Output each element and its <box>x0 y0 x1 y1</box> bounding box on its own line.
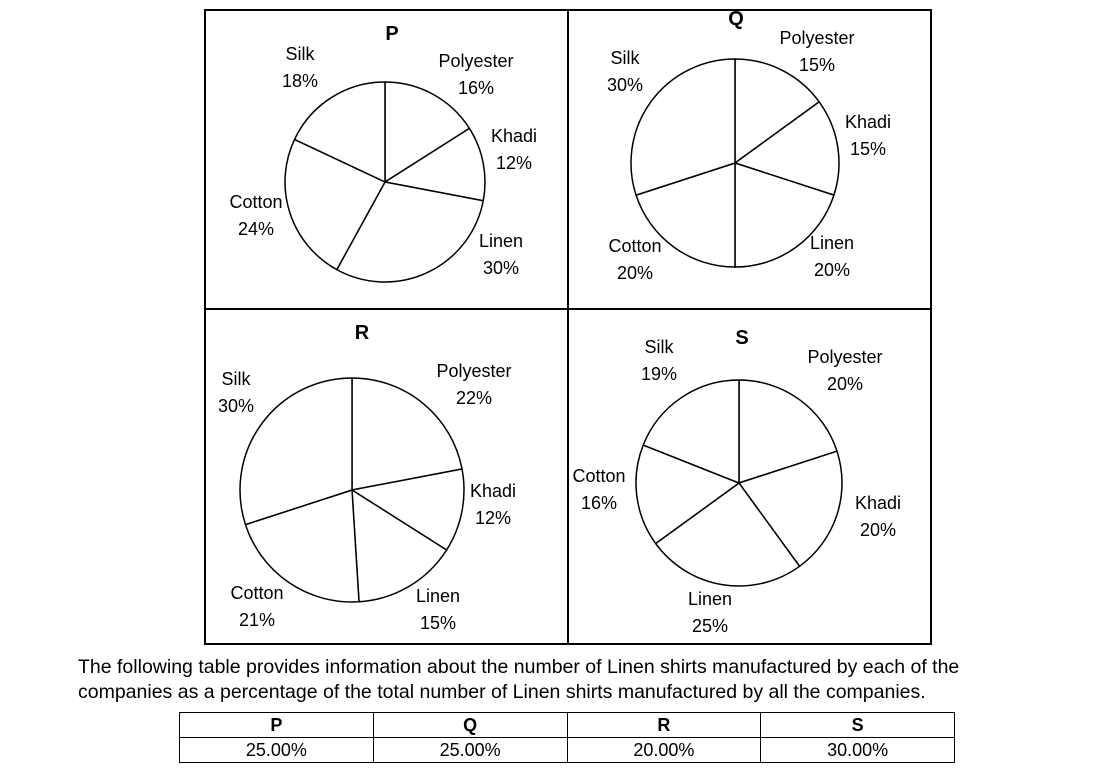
slice-label-linen: Linen <box>416 586 460 606</box>
pie-chart-s: S Polyester 20% Khadi 20% Linen 25% Cotton 16% Si… <box>572 327 901 636</box>
slice-label-cotton: Cotton <box>572 466 625 486</box>
slice-value-silk: 19% <box>641 364 677 384</box>
slice-label-linen: Linen <box>688 589 732 609</box>
pie-slice-linen <box>654 482 801 587</box>
pie-slice-cotton <box>635 444 740 545</box>
pie-charts-figure: P Polyester 16% Khadi 12% Linen 30% Cotton 24% Si… <box>204 8 932 645</box>
pie-slice-polyester <box>738 379 838 484</box>
pie-slice-polyester <box>384 81 471 183</box>
table-header-row: P Q R S <box>179 712 955 738</box>
table-cell-r: 20.00% <box>566 737 762 763</box>
pie-slice-cotton <box>635 162 736 268</box>
pie-chart-r: R Polyester 22% Khadi 12% Linen 15% Cotton 21% Si… <box>218 322 516 633</box>
pie-slice-polyester <box>734 58 820 164</box>
pie-slice-silk <box>239 377 353 526</box>
slice-value-polyester: 20% <box>827 374 863 394</box>
slice-label-silk: Silk <box>644 337 674 357</box>
slice-value-silk: 30% <box>607 75 643 95</box>
pie-slice-linen <box>336 181 484 283</box>
pie-slice-linen <box>734 162 835 268</box>
pie-slice-cotton <box>284 138 386 271</box>
slice-label-linen: Linen <box>479 231 523 251</box>
table-cell-q: 25.00% <box>372 737 568 763</box>
caption-line-2: companies as a percentage of the total n… <box>78 681 926 703</box>
slice-label-linen: Linen <box>810 233 854 253</box>
slice-value-linen: 30% <box>483 258 519 278</box>
slice-label-polyester: Polyester <box>779 28 854 48</box>
slice-value-polyester: 15% <box>799 55 835 75</box>
charts-layer: P Polyester 16% Khadi 12% Linen 30% Cotton 24% Si… <box>218 8 901 636</box>
slice-value-khadi: 12% <box>496 153 532 173</box>
table-header-p: P <box>179 712 374 738</box>
pie-slice-khadi <box>738 450 843 568</box>
pie-slice-khadi <box>384 127 486 202</box>
slice-value-khadi: 20% <box>860 520 896 540</box>
slice-value-linen: 15% <box>420 613 456 633</box>
slice-value-cotton: 21% <box>239 610 275 630</box>
pie-title: P <box>385 23 398 45</box>
slice-value-cotton: 20% <box>617 263 653 283</box>
slice-label-silk: Silk <box>221 369 251 389</box>
pie-chart-q: Q Polyester 15% Khadi 15% Linen 20% Cotton 20% Si… <box>607 8 891 283</box>
linen-share-table: P Q R S 25.00% 25.00% 20.00% 30.00% <box>179 712 955 763</box>
slice-label-cotton: Cotton <box>229 192 282 212</box>
pie-slice-khadi <box>734 101 840 196</box>
slice-label-polyester: Polyester <box>807 347 882 367</box>
slice-label-polyester: Polyester <box>438 51 513 71</box>
pie-title: Q <box>728 8 744 30</box>
slice-label-silk: Silk <box>285 44 315 64</box>
slice-label-khadi: Khadi <box>855 493 901 513</box>
slice-label-khadi: Khadi <box>491 126 537 146</box>
slice-value-cotton: 24% <box>238 219 274 239</box>
pie-slice-cotton <box>244 489 360 603</box>
table-cell-s: 30.00% <box>760 737 955 763</box>
slice-value-cotton: 16% <box>581 493 617 513</box>
slice-value-silk: 30% <box>218 396 254 416</box>
pie-title: S <box>735 327 748 349</box>
slice-value-polyester: 16% <box>458 78 494 98</box>
pie-slice-polyester <box>351 377 463 491</box>
slice-label-cotton: Cotton <box>230 583 283 603</box>
table-header-r: R <box>566 712 762 738</box>
pie-chart-p: P Polyester 16% Khadi 12% Linen 30% Cotton 24% Si… <box>229 23 537 283</box>
slice-value-khadi: 12% <box>475 508 511 528</box>
slice-value-silk: 18% <box>282 71 318 91</box>
slice-label-cotton: Cotton <box>608 236 661 256</box>
slice-value-linen: 20% <box>814 260 850 280</box>
slice-label-silk: Silk <box>610 48 640 68</box>
slice-value-polyester: 22% <box>456 388 492 408</box>
table-cell-p: 25.00% <box>179 737 374 763</box>
pie-title: R <box>355 322 370 344</box>
table-header-q: Q <box>372 712 568 738</box>
table-caption: The following table provides information… <box>78 655 1078 705</box>
pie-slice-silk <box>642 379 740 484</box>
slice-label-khadi: Khadi <box>845 112 891 132</box>
pie-slice-linen <box>351 489 448 603</box>
slice-label-polyester: Polyester <box>436 361 511 381</box>
table-row: 25.00% 25.00% 20.00% 30.00% <box>179 737 955 763</box>
slice-label-khadi: Khadi <box>470 481 516 501</box>
slice-value-linen: 25% <box>692 616 728 636</box>
slice-value-khadi: 15% <box>850 139 886 159</box>
pie-slice-silk <box>293 81 386 183</box>
table-header-s: S <box>760 712 955 738</box>
caption-line-1: The following table provides information… <box>78 656 960 678</box>
pie-slice-khadi <box>351 468 465 551</box>
pie-slice-silk <box>630 58 736 196</box>
